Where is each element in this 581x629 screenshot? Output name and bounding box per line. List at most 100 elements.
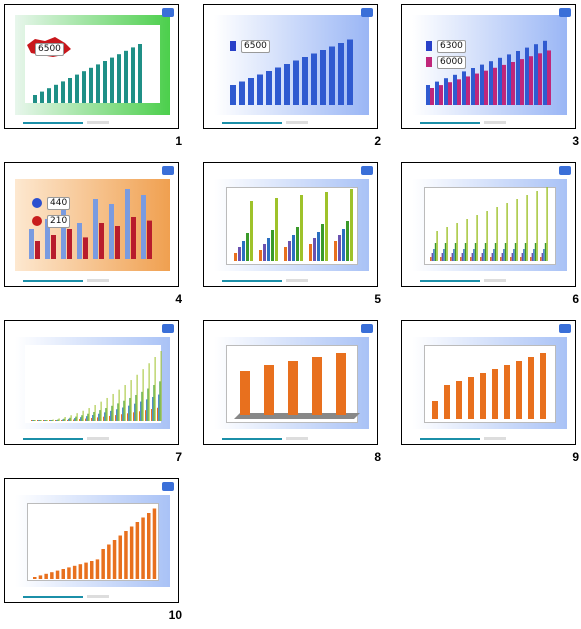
slide-thumbnail-5[interactable]: 5 xyxy=(203,162,381,306)
bar xyxy=(106,397,108,421)
bar xyxy=(84,562,88,579)
bar xyxy=(147,220,152,259)
bar xyxy=(489,61,493,105)
bar-chart-10 xyxy=(33,508,157,579)
bar xyxy=(529,56,533,105)
bar xyxy=(240,371,250,415)
bar xyxy=(257,74,263,105)
bar xyxy=(123,400,125,421)
bar xyxy=(37,420,38,421)
bar xyxy=(317,232,320,261)
bar xyxy=(115,226,120,259)
bar xyxy=(45,219,50,259)
bar xyxy=(481,253,483,261)
bar xyxy=(136,374,138,421)
bar xyxy=(430,88,434,105)
slide-thumbnail-9[interactable]: 9 xyxy=(401,320,579,464)
bar xyxy=(511,253,513,261)
bar xyxy=(88,408,90,421)
bar xyxy=(490,257,492,261)
bar xyxy=(127,413,128,421)
logo-icon xyxy=(162,324,174,333)
slide-number: 7 xyxy=(175,450,182,464)
bar xyxy=(288,361,298,415)
bar xyxy=(90,561,94,579)
bar xyxy=(475,73,479,105)
bar xyxy=(72,565,77,579)
bar xyxy=(109,204,114,259)
bar xyxy=(547,50,551,105)
bar xyxy=(112,393,114,421)
bar xyxy=(52,419,54,421)
footer-line xyxy=(420,437,506,440)
bar-chart-6 xyxy=(430,187,548,261)
bar xyxy=(338,235,341,261)
bar-chart-1 xyxy=(27,37,142,103)
bar xyxy=(312,357,322,415)
bar xyxy=(145,410,146,421)
bar xyxy=(82,410,84,421)
bar xyxy=(435,81,439,105)
slide-thumbnail-6[interactable]: 6 xyxy=(401,162,579,306)
bar xyxy=(44,573,48,579)
bar xyxy=(38,575,43,579)
slide-thumbnail-4[interactable]: 440 210 4 xyxy=(4,162,182,306)
bar xyxy=(500,257,502,261)
bar xyxy=(117,54,121,103)
bar xyxy=(436,231,438,261)
bar xyxy=(147,388,149,421)
bar xyxy=(124,385,126,421)
bar xyxy=(321,224,324,261)
bar xyxy=(81,415,83,421)
bar xyxy=(456,381,462,419)
bar xyxy=(230,85,236,105)
slide-number: 5 xyxy=(374,292,381,306)
bar xyxy=(87,413,89,421)
bar xyxy=(540,353,546,419)
bar xyxy=(292,235,295,261)
bar xyxy=(266,71,272,105)
slide-thumbnail-10[interactable]: 10 xyxy=(4,478,182,622)
bar xyxy=(526,195,528,261)
bar xyxy=(135,394,137,421)
bar xyxy=(525,47,529,105)
bar xyxy=(73,419,74,421)
bar xyxy=(546,187,548,261)
bar xyxy=(74,418,76,421)
bar xyxy=(157,407,158,421)
bar xyxy=(441,253,443,261)
bar xyxy=(453,249,455,261)
slide-thumbnail-1[interactable]: 6500 1 xyxy=(4,4,182,148)
bar xyxy=(67,419,68,421)
bar xyxy=(271,230,274,261)
bar-chart-7 xyxy=(31,351,162,421)
slide-thumbnail-3[interactable]: 6300 6000 3 xyxy=(401,4,579,148)
bar xyxy=(456,223,458,261)
footer-line xyxy=(23,437,109,440)
bar xyxy=(538,53,542,105)
bar xyxy=(531,253,533,261)
bar xyxy=(329,46,335,105)
bar xyxy=(50,572,54,579)
footer-line xyxy=(222,121,308,124)
slide-thumbnail-2[interactable]: 6500 2 xyxy=(203,4,381,148)
bar xyxy=(342,229,345,261)
bar xyxy=(118,389,120,421)
slide-thumbnail-8[interactable]: 8 xyxy=(203,320,381,464)
bar xyxy=(346,221,349,261)
bar xyxy=(147,513,151,579)
bar xyxy=(521,253,523,261)
bar xyxy=(110,57,114,103)
bar xyxy=(466,219,468,261)
slide-thumbnail-7[interactable]: 7 xyxy=(4,320,182,464)
bar xyxy=(463,249,465,261)
bar xyxy=(520,257,522,261)
footer-line xyxy=(23,279,109,282)
bar xyxy=(338,43,344,105)
bar xyxy=(95,559,100,579)
bar xyxy=(117,403,119,421)
logo-icon xyxy=(361,324,373,333)
bar xyxy=(34,420,36,421)
bar xyxy=(129,397,131,421)
bar xyxy=(68,78,72,103)
